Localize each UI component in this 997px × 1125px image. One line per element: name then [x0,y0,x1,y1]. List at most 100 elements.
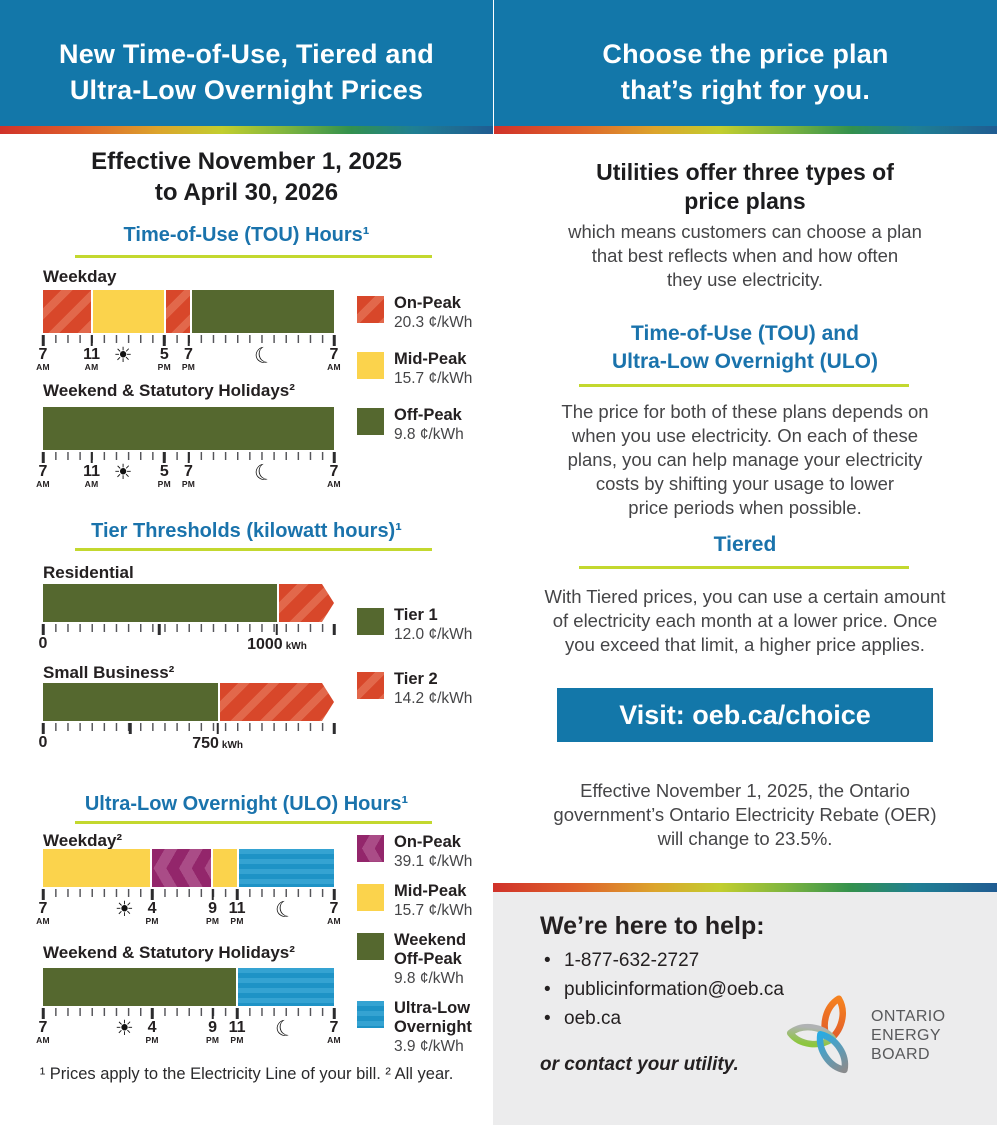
tier-chart-title: Tier Thresholds (kilowatt hours)¹ [91,520,402,542]
help-contact-list: 1-877-632-2727 publicinformation@oeb.ca … [540,946,784,1033]
threshold-bar [43,683,334,721]
axis-labels: 7 AM ☀ 4 PM 9 PM 11 PM ☾ 7 AM [36,895,341,932]
axis-labels: 7 AM 11 AM ☀ 5 PM 7 PM ☾ 7 AM [36,458,341,495]
oer-note: Effective November 1, 2025, the Ontario … [553,780,937,849]
visit-oeb-button[interactable]: Visit: oeb.ca/choice [557,688,933,742]
segment-tier-1 [43,584,277,622]
segment-on-peak [151,849,212,887]
axis-label: 7 PM [181,463,196,490]
axis-ticks [41,889,336,900]
help-footer: or contact your utility. [540,1054,739,1075]
legend-item-on-peak: On-Peak 39.1 ¢/kWh [357,833,493,871]
axis-label: 11 PM [228,900,246,927]
legend-label: On-Peak [394,833,461,851]
ulo-legend: On-Peak 39.1 ¢/kWh Mid-Peak 15.7 ¢/kWh Weeke… [357,833,493,1067]
legend-label: On-Peak [394,294,461,312]
legend-label: Tier 2 [394,670,438,688]
axis-label: 7 AM [36,1019,50,1046]
axis-label: 7 AM [327,346,341,373]
moon-icon: ☾ [271,1013,297,1044]
segment-mid-peak [92,290,164,333]
timeline-bar [43,849,334,887]
axis-ticks [41,452,336,463]
moon-icon: ☾ [251,340,277,371]
ulo-weekday-label: Weekday² [43,831,123,850]
axis-label: 7 AM [327,1019,341,1046]
axis-label: 7 AM [327,900,341,927]
legend-price: 9.8 ¢/kWh [394,970,464,987]
legend-swatch [357,1001,384,1028]
tou-title-underline [75,255,432,258]
segment-tier-1 [43,683,218,721]
segment-tier-2-arrow [220,683,334,721]
legend-swatch [357,672,384,699]
axis-ticks [41,335,336,346]
legend-swatch [357,296,384,323]
axis-label: 0 [38,635,48,652]
segment-on-peak [43,290,91,333]
segment-ultra-low-overnight [237,968,334,1006]
tou-weekend-label: Weekend & Statutory Holidays² [43,381,295,400]
tou-legend: On-Peak 20.3 ¢/kWh Mid-Peak 15.7 ¢/kWh Off-P… [357,294,493,462]
axis-labels: 7 AM 11 AM ☀ 5 PM 7 PM ☾ 7 AM [36,341,341,378]
axis-ticks [41,1008,336,1019]
legend-swatch [357,933,384,960]
axis-label: 1000 kWh [247,636,307,653]
axis-label: 9 PM [205,900,220,927]
types-heading: Utilities offer three types of price pla… [596,159,894,214]
axis-label: 7 AM [36,346,50,373]
legend-item-mid-peak: Mid-Peak 15.7 ¢/kWh [357,350,493,388]
help-heading: We’re here to help: [540,912,765,940]
ulo-title-underline [75,821,432,824]
header-left: New Time-of-Use, Tiered and Ultra-Low Ov… [0,0,493,134]
segment-mid-peak [43,849,150,887]
moon-icon: ☾ [251,457,277,488]
oeb-trillium-logo-icon [786,995,849,1074]
rainbow-divider [494,126,997,134]
axis-label: 5 PM [157,346,172,373]
axis-label: 11 AM [83,346,101,373]
sun-icon: ☀ [113,344,133,367]
tier-legend: Tier 1 12.0 ¢/kWh Tier 2 14.2 ¢/kWh [357,606,493,734]
legend-label: Mid-Peak [394,350,467,368]
header-right-title: Choose the price plan that’s right for y… [602,39,889,105]
header-right: Choose the price plan that’s right for y… [494,0,997,134]
axis-label: 7 AM [36,463,50,490]
axis-ticks [41,624,336,635]
axis-label: 9 PM [205,1019,220,1046]
legend-swatch [357,408,384,435]
tou-ulo-body: The price for both of these plans depend… [561,401,929,518]
axis-label: 11 AM [83,463,101,490]
ulo-weekday-timeline: 7 AM ☀ 4 PM 9 PM 11 PM ☾ 7 AM [36,849,341,935]
axis-label: 0 [38,734,48,751]
axis-label: 5 PM [157,463,172,490]
rainbow-divider [0,126,493,134]
segment-off-peak [43,407,334,450]
legend-item-ultra-low-overnight: Ultra-Low Overnight 3.9 ¢/kWh [357,999,493,1056]
legend-price: 12.0 ¢/kWh [394,626,473,643]
axis-labels: 7 AM ☀ 4 PM 9 PM 11 PM ☾ 7 AM [36,1014,341,1051]
legend-price: 20.3 ¢/kWh [394,314,473,331]
sun-icon: ☀ [115,1017,134,1040]
legend-item-off-peak: Off-Peak 9.8 ¢/kWh [357,406,493,444]
segment-off-peak [191,290,334,333]
tier-residential-bar: 0 1000 kWh [39,584,336,670]
tou-weekday-timeline: 7 AM 11 AM ☀ 5 PM 7 PM ☾ 7 AM [36,290,341,378]
oeb-wordmark: ONTARIO ENERGY BOARD [871,1008,946,1063]
help-item-email: publicinformation@oeb.ca [540,975,784,1004]
moon-icon: ☾ [271,894,297,925]
legend-swatch [357,352,384,379]
axis-label: 4 PM [145,900,159,927]
small-business-label: Small Business² [43,663,175,682]
tou-weekday-label: Weekday [43,267,117,286]
footnote: ¹ Prices apply to the Electricity Line o… [39,1065,454,1083]
axis-labels: 0 1000 kWh [39,635,334,667]
axis-label: 7 AM [36,900,50,927]
ulo-weekend-timeline: 7 AM ☀ 4 PM 9 PM 11 PM ☾ 7 AM [36,968,341,1054]
sun-icon: ☀ [113,461,133,484]
legend-swatch [357,608,384,635]
legend-price: 39.1 ¢/kWh [394,853,473,870]
legend-item-on-peak: On-Peak 20.3 ¢/kWh [357,294,493,332]
tiered-body: With Tiered prices, you can use a certai… [544,586,946,655]
